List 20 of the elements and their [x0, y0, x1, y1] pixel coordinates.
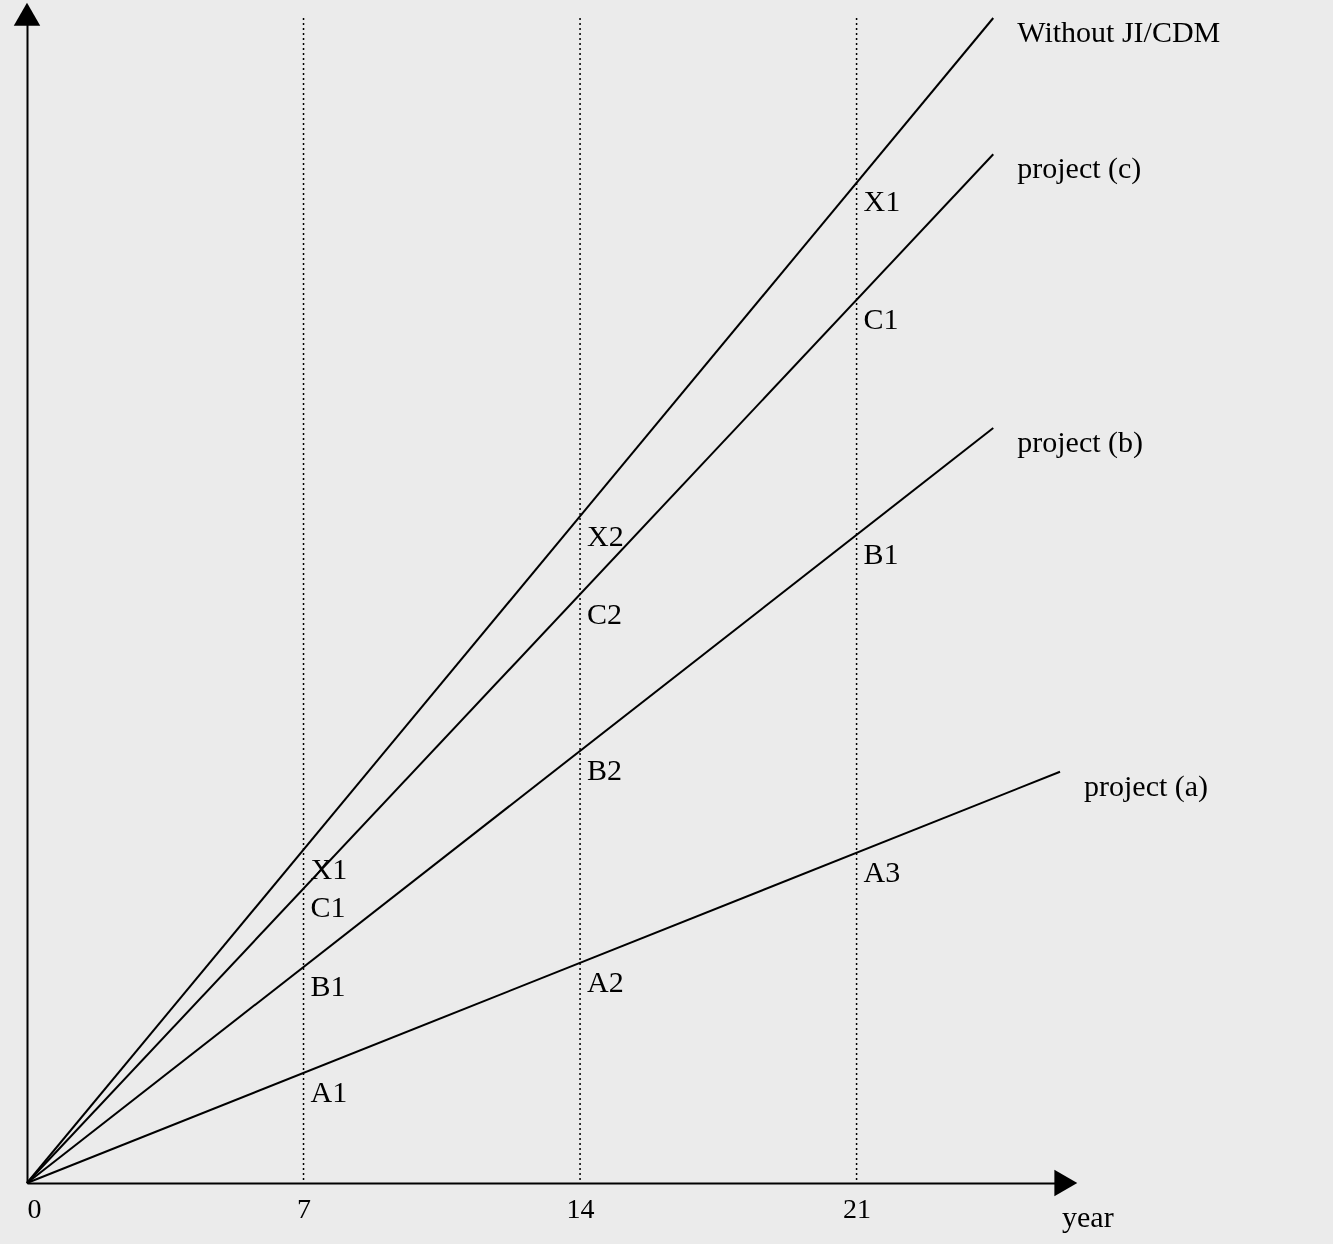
annotation: X2 [587, 518, 624, 552]
annotation: A1 [310, 1074, 348, 1108]
annotation: B1 [310, 969, 346, 1003]
series-label: project (b) [1017, 425, 1144, 460]
x-tick-label: 21 [843, 1192, 872, 1224]
series-label: project (c) [1017, 151, 1142, 186]
series-label: Without JI/CDM [1017, 15, 1221, 48]
x-tick-label: 14 [566, 1192, 595, 1224]
annotation: A3 [863, 854, 901, 888]
annotation: C2 [587, 596, 623, 630]
annotation: C1 [310, 890, 346, 924]
annotation: B2 [587, 752, 623, 786]
x-axis-title: year [1062, 1200, 1114, 1233]
x-tick-label: 0 [27, 1192, 42, 1224]
x-tick-label: 7 [297, 1192, 312, 1224]
annotation: C1 [863, 301, 899, 335]
series-label: project (a) [1084, 768, 1209, 803]
annotation: X1 [863, 184, 901, 218]
annotation: B1 [863, 537, 899, 571]
annotation: A2 [587, 964, 624, 998]
